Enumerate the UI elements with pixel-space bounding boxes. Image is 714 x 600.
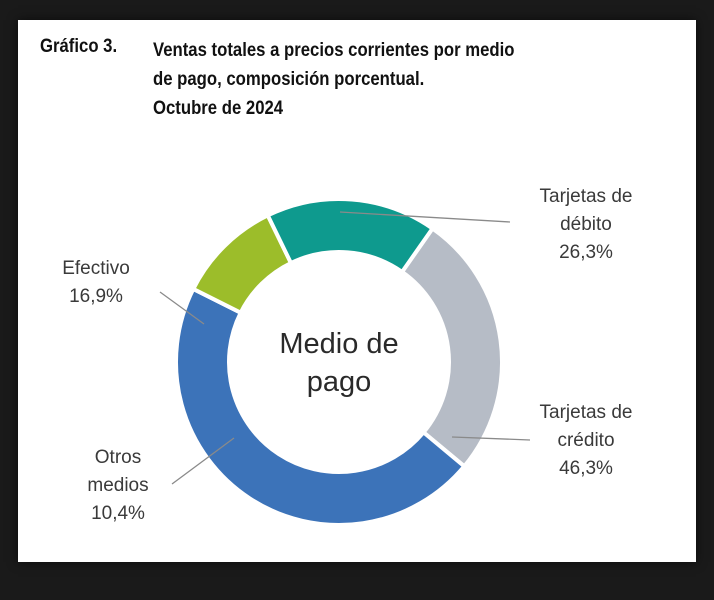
slice-label-credito: Tarjetas de	[540, 402, 633, 423]
slice-efectivo	[265, 197, 436, 275]
slice-label-otros-medios: Otros	[95, 447, 141, 468]
chart-title-line-1: Ventas totales a precios corrientes por …	[153, 40, 515, 61]
leader-line-credito	[451, 436, 531, 441]
chart-title: Ventas totales a precios corrientes por …	[153, 36, 611, 123]
data-label-credito: 46,3%	[559, 458, 613, 479]
slice-debito	[399, 225, 504, 470]
leader-line-efectivo	[159, 291, 205, 325]
slice-label-credito: crédito	[557, 430, 614, 451]
chart-title-line-3: Octubre de 2024	[153, 98, 284, 119]
data-label-debito: 26,3%	[559, 242, 613, 263]
figure-number: Gráfico 3.	[40, 36, 118, 57]
slice-label-debito: Tarjetas de	[540, 186, 633, 207]
leader-line-debito	[339, 211, 511, 223]
data-label-efectivo: 16,9%	[69, 286, 123, 307]
leader-line-otros-medios	[171, 437, 235, 485]
center-label-line-1: Medio de	[279, 328, 398, 360]
data-label-otros-medios: 10,4%	[91, 503, 145, 524]
slice-label-efectivo: Efectivo	[62, 258, 130, 279]
slice-credito	[174, 286, 468, 527]
chart-title-line-2: de pago, composición porcentual.	[153, 69, 425, 90]
slice-label-debito: débito	[560, 214, 612, 235]
center-label-line-2: pago	[307, 366, 372, 398]
slice-label-otros-medios: medios	[87, 475, 148, 496]
